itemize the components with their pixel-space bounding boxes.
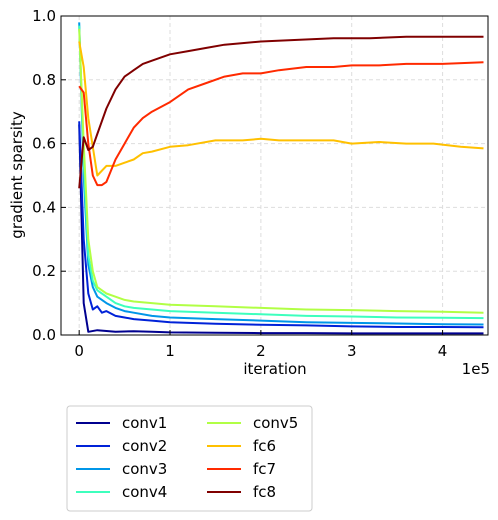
y-tick-label: 1.0 (32, 7, 56, 25)
legend-label-fc8: fc8 (253, 483, 276, 501)
x-axis-label: iteration (243, 360, 306, 378)
legend-frame (66, 405, 313, 512)
y-tick-label: 0.2 (32, 262, 56, 280)
y-tick-label: 0.0 (32, 326, 56, 344)
y-axis-label: gradient sparsity (8, 111, 26, 239)
x-tick-label: 3 (347, 342, 357, 360)
legend-label-conv3: conv3 (122, 460, 167, 478)
series-line-fc8 (78, 35, 484, 189)
series-line-conv4 (78, 25, 484, 320)
series-line-conv3 (78, 22, 484, 326)
x-tick-label: 1 (165, 342, 175, 360)
legend-label-conv1: conv1 (122, 414, 167, 432)
legend-label-conv2: conv2 (122, 437, 167, 455)
legend-label-fc7: fc7 (253, 460, 276, 478)
y-tick-label: 0.4 (32, 198, 56, 216)
series-line-fc7 (78, 61, 484, 187)
x-axis-offset-text: 1e5 (462, 360, 490, 378)
y-tick-label: 0.6 (32, 135, 56, 153)
legend: conv1 conv2 conv3 conv4 conv5 fc6 fc7 fc8 (66, 405, 313, 512)
series-line-conv2 (78, 121, 484, 329)
series-line-conv5 (78, 28, 484, 314)
legend-label-conv5: conv5 (253, 414, 298, 432)
axis-ticks: 0 1 2 3 4 0.0 0.2 0.4 0.6 0.8 1.0 (32, 7, 447, 360)
x-tick-label: 0 (74, 342, 84, 360)
x-tick-label: 2 (256, 342, 266, 360)
legend-label-fc6: fc6 (253, 437, 276, 455)
legend-label-conv4: conv4 (122, 483, 167, 501)
series-lines (78, 22, 484, 335)
y-tick-label: 0.8 (32, 71, 56, 89)
plot-frame (60, 15, 489, 336)
series-line-fc6 (78, 41, 484, 177)
x-tick-label: 4 (438, 342, 448, 360)
